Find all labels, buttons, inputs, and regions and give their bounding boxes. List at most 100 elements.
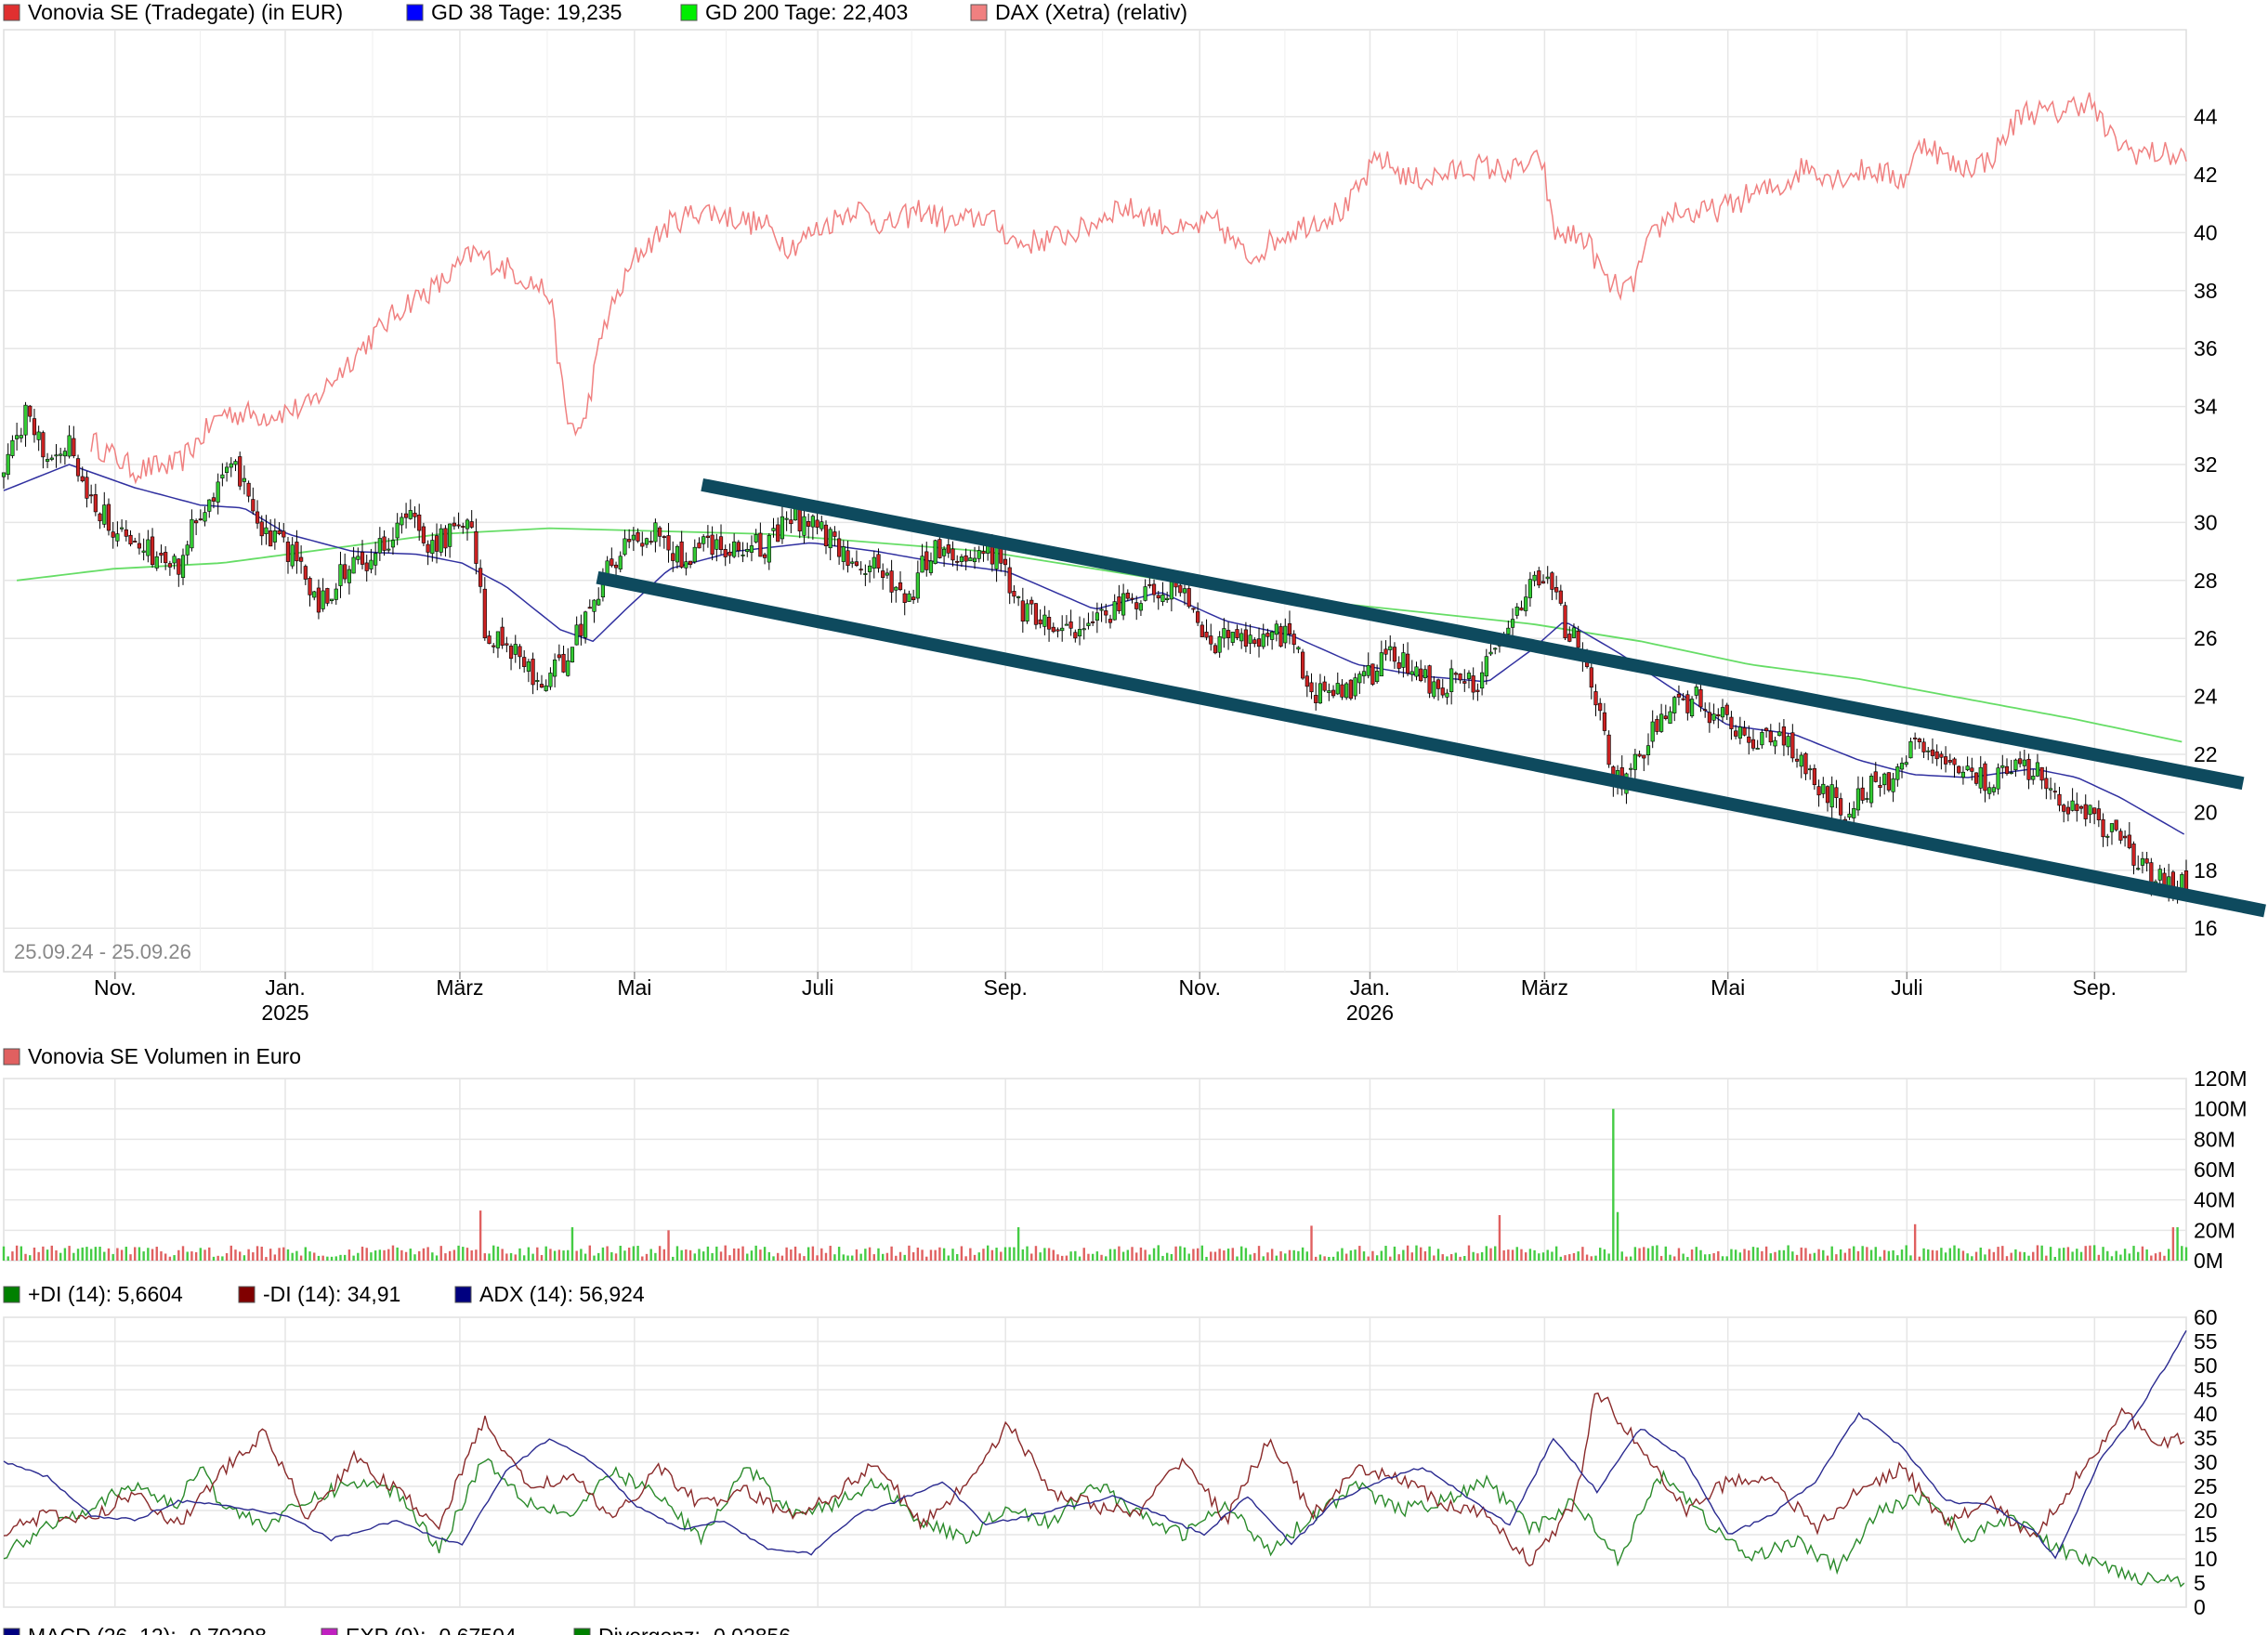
candle-body [1737, 726, 1742, 739]
candle-body [1466, 673, 1472, 679]
volume-bar [1279, 1250, 1282, 1261]
candle-body [172, 556, 177, 564]
volume-bar [1315, 1256, 1318, 1261]
candle-body [762, 554, 767, 558]
candle-body [1156, 595, 1160, 599]
volume-bar [1165, 1252, 1169, 1261]
volume-bar [1393, 1246, 1396, 1261]
volume-bar [492, 1245, 495, 1261]
volume-bar [1187, 1253, 1190, 1261]
candle-body [2088, 804, 2092, 816]
candle-body [1436, 679, 1441, 689]
candle-body [2000, 765, 2005, 768]
candle-body [198, 518, 203, 521]
x-tick-label: Mai [617, 975, 651, 1000]
volume-bar [606, 1246, 609, 1261]
volume-bar [155, 1247, 158, 1261]
candle-body [1926, 750, 1931, 752]
volume-bar [11, 1251, 14, 1261]
volume-bar [715, 1246, 718, 1261]
candle-body [666, 535, 671, 551]
volume-bar [2053, 1256, 2056, 1261]
volume-bar [1262, 1256, 1265, 1261]
volume-bar [225, 1253, 229, 1261]
volume-bar [1354, 1249, 1357, 1261]
volume-bar [479, 1210, 482, 1261]
candle-body [728, 551, 732, 556]
candle-body [1913, 738, 1918, 739]
volume-bar [361, 1246, 364, 1261]
volume-bar [383, 1249, 386, 1261]
volume-bar [116, 1248, 119, 1261]
candle-body [264, 527, 269, 534]
candle-body [1, 472, 7, 477]
candle-body [649, 541, 653, 543]
volume-bar [868, 1247, 872, 1261]
volume-bar [1082, 1248, 1085, 1261]
volume-bar [273, 1254, 277, 1261]
volume-bar [1069, 1251, 1072, 1261]
volume-bar [1887, 1250, 1891, 1261]
volume-bar [1896, 1255, 1899, 1261]
candle-body [259, 521, 264, 537]
volume-bar [1721, 1256, 1724, 1261]
volume-bar [1253, 1252, 1256, 1261]
volume-bar [422, 1248, 426, 1261]
volume-bar [1774, 1251, 1776, 1261]
candle-body [2018, 758, 2023, 765]
volume-bar [505, 1253, 508, 1261]
candle-body [1121, 593, 1126, 616]
candle-body [1960, 771, 1966, 778]
candle-body [771, 528, 776, 531]
volume-bar [1087, 1253, 1090, 1261]
candle-body [1414, 666, 1419, 677]
volume-bar [942, 1248, 946, 1261]
candle-body [465, 519, 470, 530]
candle-body [544, 685, 548, 691]
candle-body [2105, 835, 2110, 838]
candle-body [67, 435, 72, 457]
volume-tick-label: 80M [2194, 1127, 2235, 1151]
volume-bar [229, 1245, 232, 1261]
candle-body [705, 535, 710, 538]
candle-body [106, 504, 111, 531]
volume-bar [282, 1247, 285, 1261]
volume-bar [798, 1253, 801, 1261]
candle-body [889, 570, 894, 593]
volume-bar [614, 1253, 618, 1261]
volume-bar [829, 1246, 832, 1261]
volume-bar [2089, 1245, 2091, 1261]
volume-bar [448, 1250, 452, 1261]
volume-bar [2184, 1247, 2188, 1261]
volume-bar [645, 1253, 649, 1261]
adx-tick-label: 20 [2194, 1498, 2218, 1523]
volume-bar [1769, 1253, 1772, 1261]
candle-body [377, 538, 382, 554]
volume-bar [995, 1248, 998, 1261]
candle-body [881, 570, 885, 578]
volume-bar [1585, 1254, 1589, 1261]
volume-bar [334, 1256, 337, 1261]
candle-body [1734, 730, 1738, 737]
volume-bar [1144, 1249, 1147, 1261]
adx-tick-label: 5 [2194, 1571, 2206, 1595]
volume-bar [1822, 1249, 1825, 1261]
candle-body [1314, 695, 1318, 703]
volume-bar [1656, 1245, 1658, 1261]
candle-body [907, 593, 911, 602]
x-tick-label: Nov. [94, 975, 137, 1000]
legend-label: +DI (14): 5,6604 [28, 1282, 183, 1306]
volume-bar [1008, 1247, 1011, 1261]
candle-body [479, 568, 483, 587]
adx-panel: +DI (14): 5,6604 -DI (14): 34,91 ADX (14):… [3, 1282, 2218, 1619]
candle-body [1458, 673, 1462, 681]
volume-bar [173, 1255, 176, 1261]
legend-label: DAX (Xetra) (relativ) [995, 0, 1187, 24]
volume-bar [321, 1255, 324, 1261]
volume-bar [895, 1255, 898, 1261]
volume-bar [1249, 1254, 1252, 1261]
volume-bar [439, 1246, 442, 1261]
volume-bar [746, 1253, 749, 1261]
volume-tick-label: 120M [2194, 1066, 2248, 1091]
candle-body [1808, 768, 1813, 771]
